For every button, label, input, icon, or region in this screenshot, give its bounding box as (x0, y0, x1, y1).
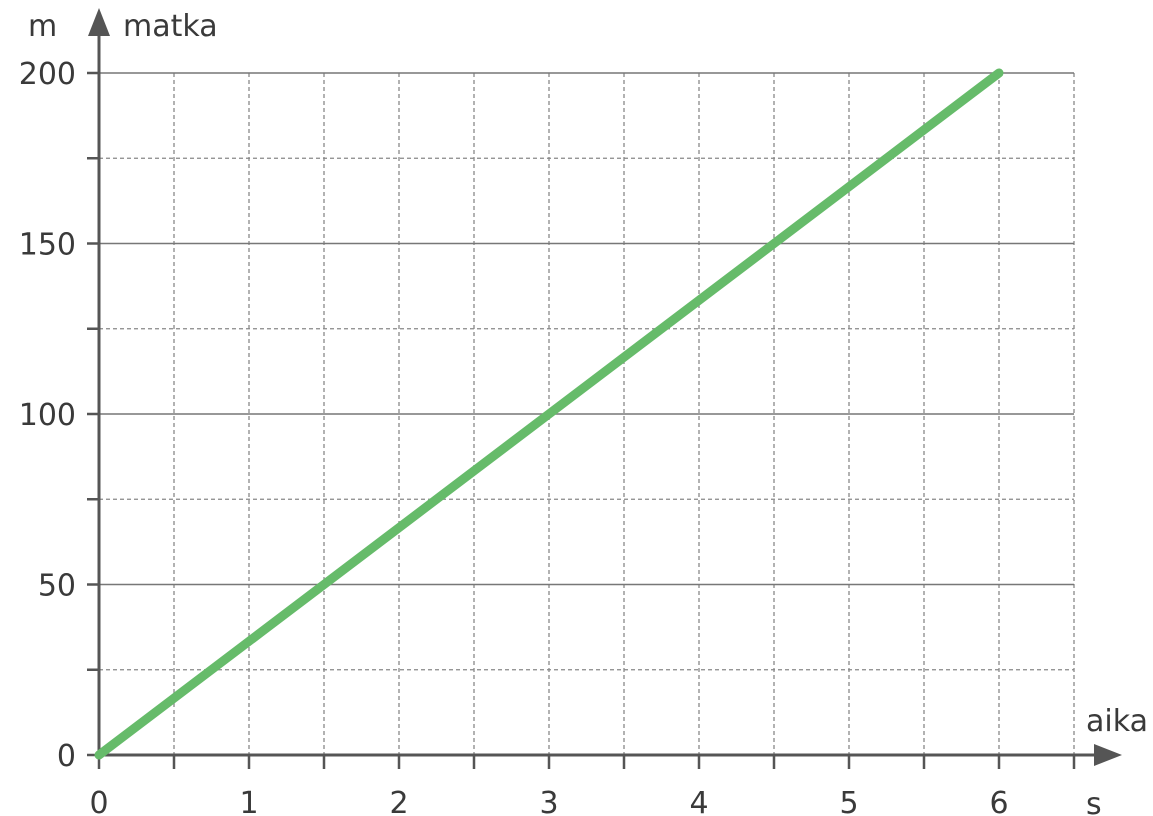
grid (99, 72, 1075, 755)
x-axis-label: aika (1086, 704, 1148, 739)
y-tick-label: 50 (38, 569, 76, 604)
y-axis-label: matka (123, 9, 218, 44)
x-tick-label: 5 (839, 786, 858, 816)
y-tick-label: 150 (19, 228, 76, 263)
series-line (94, 68, 1004, 760)
x-tick-label: 2 (389, 786, 408, 816)
y-unit-label: m (28, 9, 57, 44)
y-axis-arrow-icon (88, 8, 110, 36)
x-axis-arrow-icon (1094, 744, 1122, 766)
y-tick-label: 0 (57, 739, 76, 774)
x-unit-label: s (1086, 787, 1102, 816)
x-tick-label: 6 (989, 786, 1008, 816)
y-tick-label: 100 (19, 398, 76, 433)
x-tick-label: 3 (539, 786, 558, 816)
x-tick-label: 1 (239, 786, 258, 816)
y-tick-label: 200 (19, 57, 76, 92)
x-tick-label: 4 (689, 786, 708, 816)
ticks: 0 1 2 3 4 5 6 0 50 100 150 200 (19, 57, 1076, 816)
x-tick-label: 0 (89, 786, 108, 816)
series (94, 68, 1004, 760)
axes (88, 8, 1122, 766)
